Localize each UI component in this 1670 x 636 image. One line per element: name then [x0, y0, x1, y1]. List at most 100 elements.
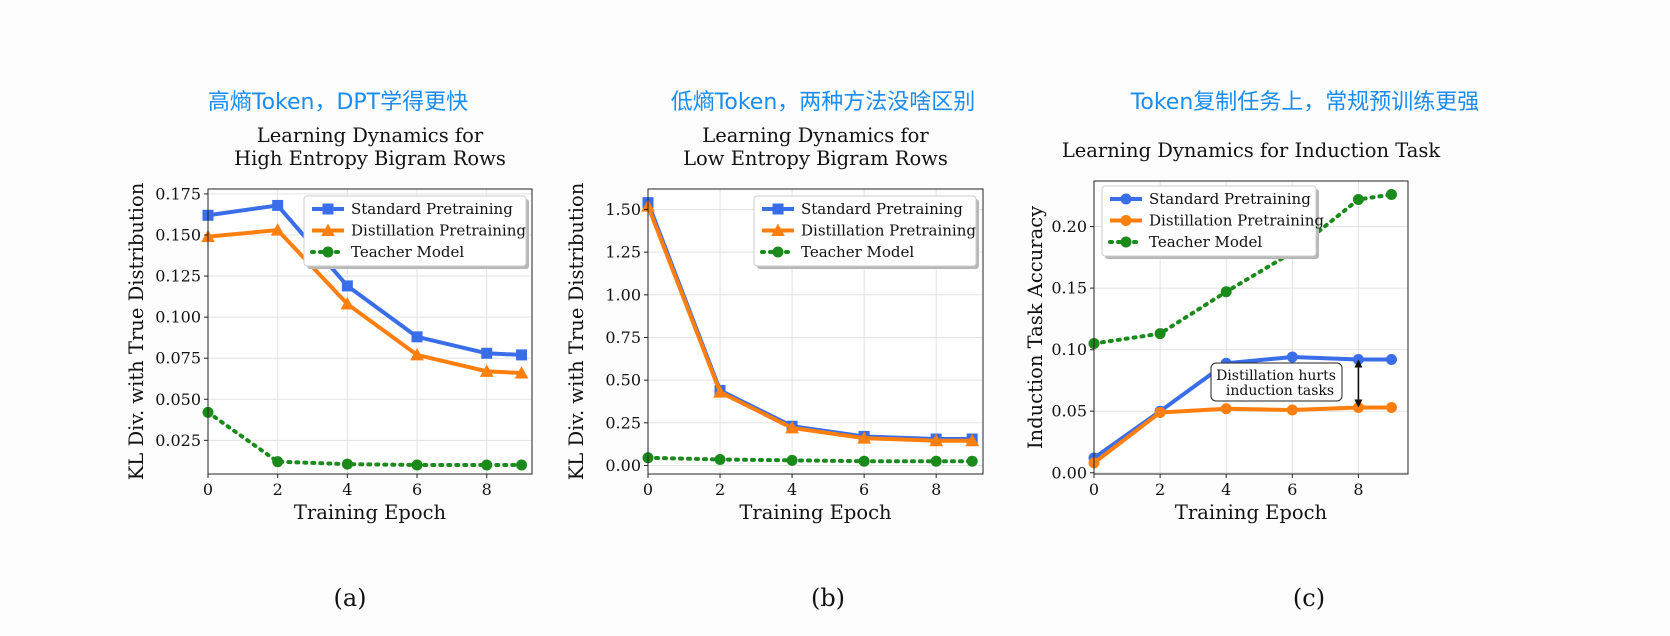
data-point-teacher-b	[786, 454, 798, 466]
y-tick-label-b: 1.50	[605, 200, 641, 219]
heading-chart-b: 低熵Token，两种方法没啥区别	[670, 90, 976, 115]
legend-marker-teacher-c	[1120, 236, 1132, 248]
chart-title-a-line-2: High Entropy Bigram Rows	[234, 147, 506, 170]
annotation-box	[1210, 362, 1343, 402]
legend-marker-standard-b	[772, 203, 784, 215]
data-point-teacher-c	[1220, 286, 1232, 298]
legend-label-standard-b: Standard Pretraining	[801, 200, 963, 218]
series-line-standard-a	[207, 203, 522, 357]
plot-frame-a	[207, 188, 533, 475]
data-point-distillation-c	[1154, 406, 1166, 418]
y-tick-label-c: 0.20	[1051, 217, 1087, 236]
data-point-teacher-a	[516, 459, 528, 471]
y-tick-label-b: 0.75	[605, 328, 641, 347]
x-tick-label-a: 8	[482, 480, 492, 499]
caption-a: (a)	[333, 584, 367, 612]
data-point-teacher-a	[411, 459, 423, 471]
data-point-standard-a	[272, 199, 284, 211]
data-point-standard-a	[516, 349, 528, 361]
y-tick-label-a: 0.050	[155, 390, 201, 409]
data-point-distillation-c	[1385, 402, 1397, 414]
y-tick-label-a: 0.075	[155, 349, 201, 368]
chart-a: 0 2 4 6 8 0.025 0.050 0.075 0.100 0.125 0.150 0.175…	[125, 124, 533, 524]
legend-marker-distillation-c	[1120, 215, 1132, 226]
data-point-teacher-a	[272, 456, 284, 468]
legend-marker-teacher-a	[322, 246, 334, 258]
legend-box-b	[753, 195, 977, 267]
data-point-standard-a	[481, 347, 493, 359]
data-point-distillation-b	[929, 433, 944, 447]
legend-marker-distillation-b	[771, 223, 785, 236]
legend-box-a	[303, 195, 527, 267]
x-tick-label-a: 4	[342, 480, 352, 499]
series-line-distillation-a	[207, 228, 522, 375]
y-tick-label-b: 0.50	[605, 371, 641, 390]
x-tick-label-a: 6	[412, 480, 422, 499]
heading-chart-a: 高熵Token，DPT学得更快	[207, 90, 469, 115]
x-tick-label-b: 4	[787, 480, 797, 499]
chart-b: 0 2 4 6 8 0.00 0.25 0.50 0.75 1.00 1.25 1.50 Trainin…	[565, 124, 984, 524]
data-point-teacher-b	[714, 453, 726, 465]
legend-label-distillation-b: Distillation Pretraining	[801, 222, 976, 240]
data-point-teacher-a	[481, 459, 493, 471]
data-point-standard-c	[1385, 354, 1397, 366]
data-point-distillation-c	[1286, 404, 1298, 416]
x-axis-label-b: Training Epoch	[739, 501, 892, 524]
y-axis-label-b: KL Div. with True Distribution	[565, 182, 588, 480]
x-tick-label-c: 8	[1353, 480, 1363, 499]
series-line-teacher-c	[1092, 192, 1394, 346]
data-point-distillation-c	[1220, 403, 1232, 415]
y-tick-label-a: 0.175	[155, 184, 201, 203]
chart-title-c-line-1: Learning Dynamics for Induction Task	[1062, 139, 1441, 162]
y-tick-label-c: 0.05	[1051, 402, 1087, 421]
legend-label-teacher-a: Teacher Model	[351, 243, 464, 261]
data-point-distillation-a	[270, 223, 285, 236]
y-tick-label-c: 0.00	[1051, 463, 1087, 482]
y-tick-label-b: 0.00	[605, 456, 641, 475]
legend-label-distillation-c: Distillation Pretraining	[1149, 212, 1324, 230]
annotation-arrowhead-bottom	[1354, 399, 1363, 408]
heading-chart-c: Token复制任务上，常规预训练更强	[1130, 90, 1480, 115]
annotation-text-line-2: induction tasks	[1226, 383, 1334, 399]
data-point-teacher-b	[966, 455, 978, 467]
caption-c: (c)	[1292, 584, 1326, 612]
legend-label-teacher-c: Teacher Model	[1149, 233, 1262, 251]
x-tick-label-c: 4	[1221, 480, 1231, 499]
x-tick-label-a: 0	[203, 480, 213, 499]
y-tick-label-a: 0.100	[155, 308, 201, 327]
legend-label-standard-c: Standard Pretraining	[1149, 190, 1311, 208]
series-line-teacher-b	[646, 455, 975, 464]
legend-label-teacher-b: Teacher Model	[801, 243, 914, 261]
legend-marker-standard-a	[322, 203, 334, 215]
y-tick-label-c: 0.10	[1051, 340, 1087, 359]
series-line-teacher-a	[206, 410, 524, 467]
data-point-teacher-c	[1352, 193, 1364, 205]
data-point-standard-a	[411, 331, 423, 343]
y-tick-label-a: 0.025	[155, 431, 201, 450]
legend-label-distillation-a: Distillation Pretraining	[351, 222, 526, 240]
data-point-distillation-a	[479, 364, 494, 377]
annotation-arrowhead-top	[1354, 359, 1363, 368]
data-point-distillation-b	[713, 385, 727, 398]
data-point-teacher-a	[341, 458, 353, 470]
y-tick-label-a: 0.125	[155, 267, 201, 286]
y-axis-label-c: Induction Task Accuracy	[1024, 206, 1047, 449]
x-tick-label-c: 0	[1089, 480, 1099, 499]
plot-frame-c	[1093, 180, 1409, 475]
chart-title-b-line-2: Low Entropy Bigram Rows	[683, 147, 948, 170]
data-point-distillation-b	[965, 433, 980, 447]
annotation-text-line-1: Distillation hurts	[1216, 368, 1336, 384]
data-point-distillation-b	[857, 431, 872, 444]
x-tick-label-b: 2	[715, 480, 725, 499]
data-point-teacher-b	[930, 455, 942, 467]
series-line-distillation-b	[646, 205, 973, 443]
legend-marker-standard-c	[1120, 193, 1132, 205]
data-point-standard-c	[1286, 351, 1298, 363]
caption-b: (b)	[810, 584, 846, 612]
y-tick-label-b: 0.25	[605, 413, 641, 432]
y-axis-label-a: KL Div. with True Distribution	[125, 182, 148, 480]
data-point-teacher-c	[1154, 328, 1166, 340]
series-line-distillation-c	[1092, 405, 1392, 465]
x-tick-label-b: 6	[859, 480, 869, 499]
